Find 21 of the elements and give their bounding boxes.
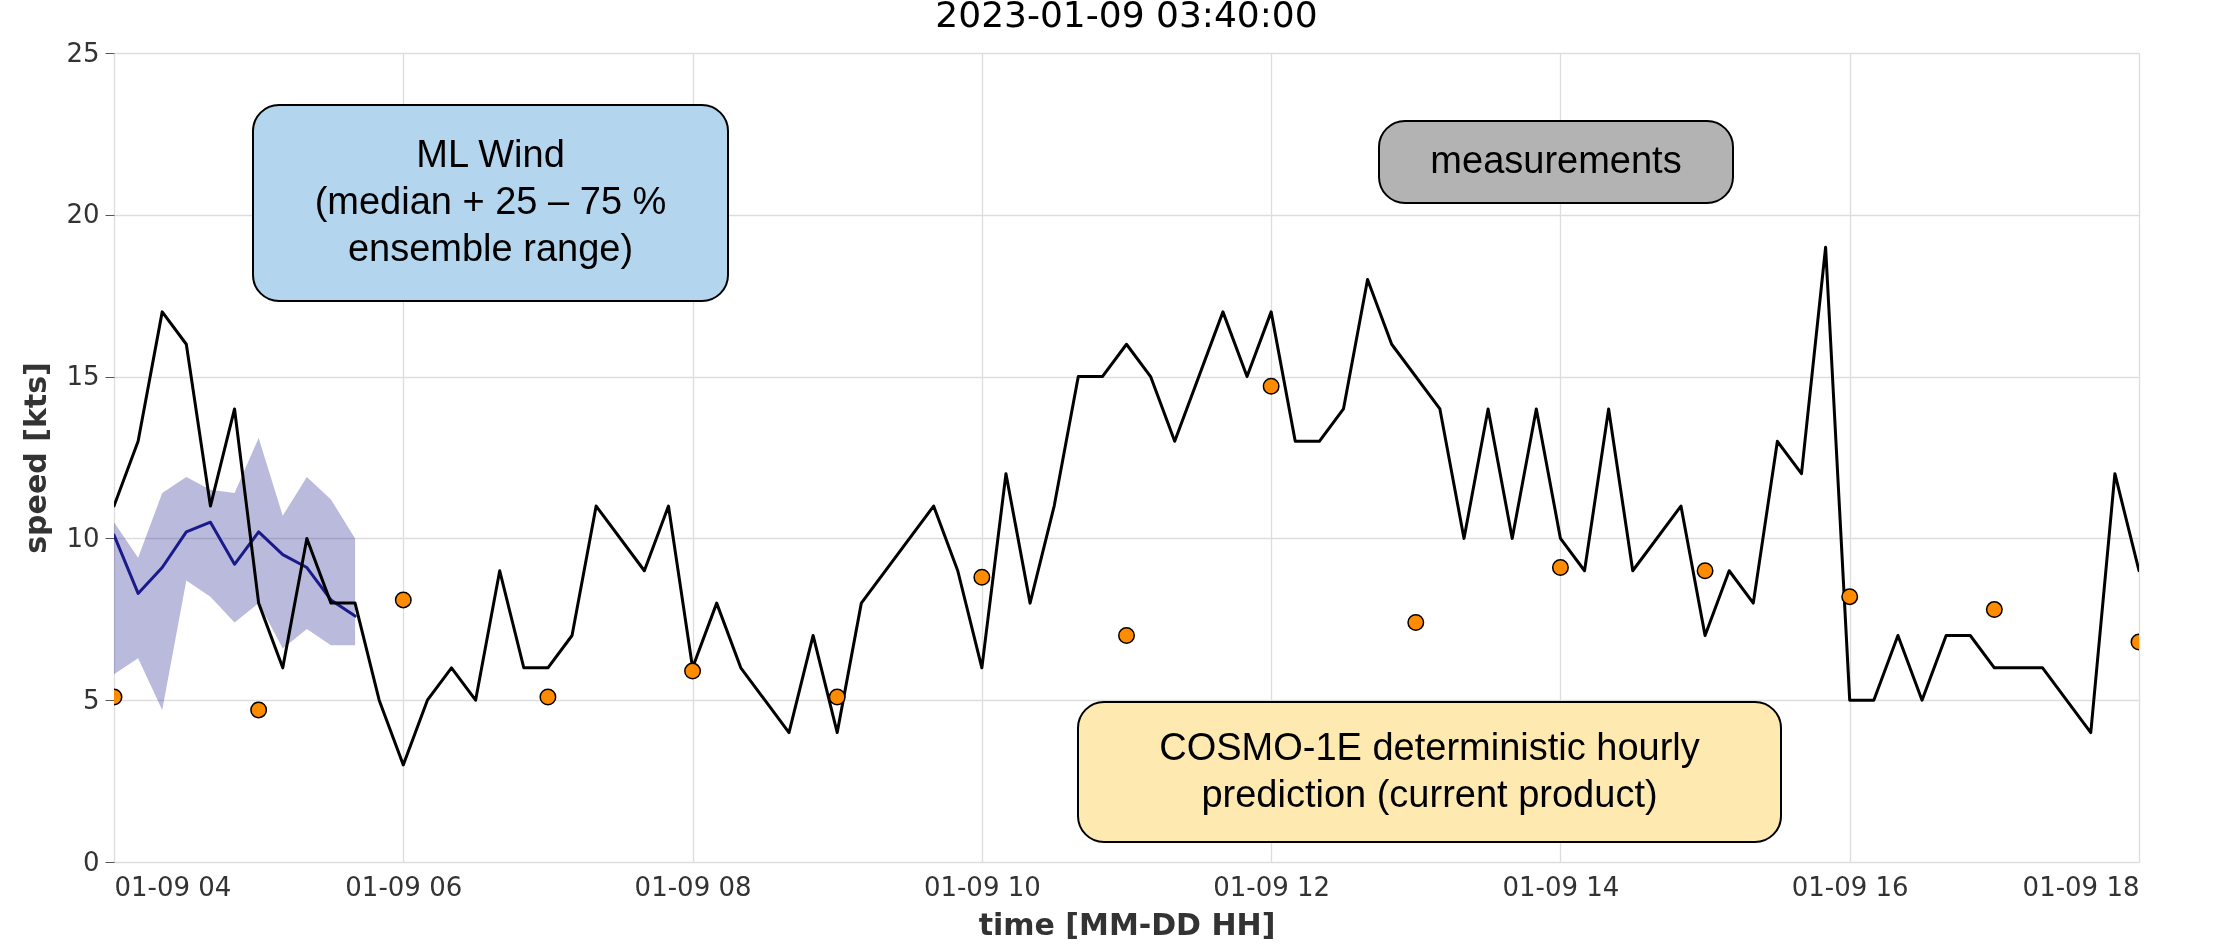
y-tick-label: 10 <box>66 522 100 553</box>
x-tick-label: 01-09 16 <box>1791 871 1909 902</box>
x-axis-title: time [MM-DD HH] <box>978 906 1276 942</box>
x-tick-label: 01-09 18 <box>2022 871 2140 902</box>
chart-title: 2023-01-09 03:40:00 <box>935 0 1318 35</box>
annotation: COSMO-1E deterministic hourly prediction (current product) <box>1159 725 1700 815</box>
line-series <box>114 520 357 618</box>
x-tick-label: 01-09 10 <box>923 871 1041 902</box>
x-tick-label: 01-09 08 <box>634 871 752 902</box>
annotation: ML Wind (median + 25 – 75 % ensemble range) <box>314 133 667 269</box>
annotation: measurements <box>1430 139 1682 181</box>
y-tick-label: 0 <box>82 846 100 877</box>
y-tick-label: 5 <box>82 684 100 715</box>
y-tick-label: 20 <box>66 199 100 230</box>
x-tick-label: 01-09 06 <box>345 871 463 902</box>
y-axis-title: speed [kts] <box>18 362 54 554</box>
x-tick-label: 01-09 14 <box>1502 871 1620 902</box>
x-tick-label: 01-09 04 <box>114 871 232 902</box>
y-tick-label: 25 <box>66 37 100 68</box>
x-tick-label: 01-09 12 <box>1213 871 1331 902</box>
y-tick-label: 15 <box>66 361 100 392</box>
